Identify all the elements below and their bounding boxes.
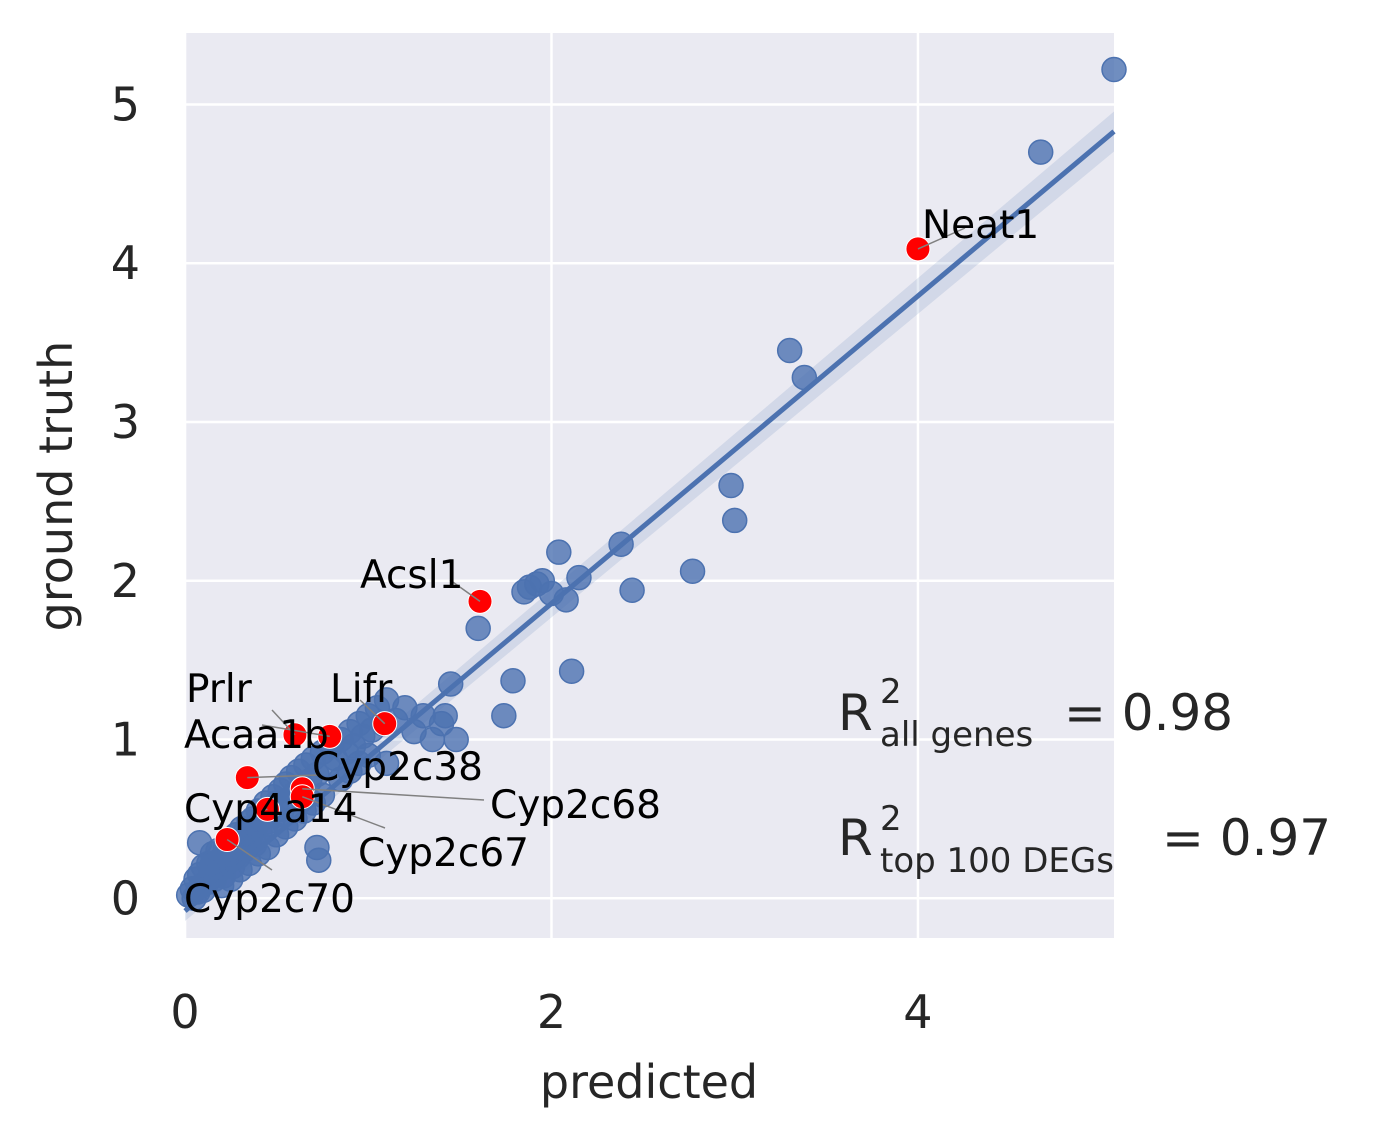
- x-tick-label: 0: [170, 985, 199, 1039]
- data-point: [465, 615, 491, 642]
- svg-text:R: R: [838, 684, 873, 742]
- grid-lines: [183, 33, 1114, 938]
- arrow-prlr: [271, 709, 296, 736]
- data-point: [186, 829, 213, 856]
- r2-all-superscript: 2: [880, 672, 902, 712]
- data-point: [1027, 139, 1054, 165]
- r2-top-superscript: 2: [880, 799, 902, 839]
- x-tick-label: 2: [537, 985, 566, 1039]
- y-tick-label: 3: [111, 395, 140, 449]
- gene-label-acsl1: Acsl1: [360, 553, 463, 598]
- r2-top-degs-annotation: R 2 top 100 DEGs = 0.97: [838, 799, 1331, 881]
- gene-label-arrows: [226, 227, 966, 871]
- y-tick-label: 4: [111, 236, 140, 290]
- data-point: [1101, 56, 1127, 83]
- svg-text:R: R: [838, 809, 873, 867]
- data-point: [721, 507, 748, 534]
- r2-top-prefix: R: [838, 809, 873, 867]
- data-point: [432, 702, 458, 729]
- data-point: [443, 726, 469, 753]
- y-tick-label: 1: [111, 713, 140, 767]
- x-tick-label: 4: [903, 985, 932, 1039]
- gene-label-neat1: Neat1: [922, 203, 1039, 248]
- y-tick-label: 5: [111, 77, 140, 131]
- gene-label-cyp2c70: Cyp2c70: [184, 877, 355, 922]
- data-point: [619, 577, 645, 604]
- gene-labels: Neat1Acsl1LifrPrlrAcaa1bCyp2c38Cyp2c68Cy…: [184, 203, 1039, 922]
- r2-top-value: = 0.97: [1162, 809, 1331, 867]
- arrow-cyp2c70: [226, 838, 273, 871]
- gene-label-lifr: Lifr: [330, 667, 393, 712]
- gene-label-cyp4a14: Cyp4a14: [184, 787, 357, 832]
- gene-label-cyp2c67: Cyp2c67: [358, 831, 529, 876]
- arrow-acsl1: [449, 579, 481, 603]
- data-point: [776, 337, 803, 364]
- r2-all-prefix: R: [838, 684, 873, 742]
- gene-label-cyp2c68: Cyp2c68: [490, 783, 661, 828]
- regression-line: [183, 129, 1116, 913]
- gene-label-acaa1b: Acaa1b: [184, 713, 329, 758]
- data-point: [199, 850, 226, 877]
- data-point: [718, 472, 744, 499]
- gene-label-prlr: Prlr: [186, 667, 253, 712]
- data-point: [558, 658, 585, 685]
- arrow-neat1: [917, 227, 966, 250]
- gene-label-cyp2c38: Cyp2c38: [312, 745, 483, 790]
- arrow-cyp2c38: [247, 774, 319, 779]
- arrow-cyp2c67: [302, 795, 386, 829]
- arrow-cyp2c68: [302, 788, 485, 801]
- y-tick-labels: 0 1 2 3 4 5: [111, 77, 140, 925]
- y-axis-label: ground truth: [29, 341, 83, 632]
- data-point: [679, 558, 706, 584]
- data-point: [491, 702, 517, 729]
- data-point: [500, 668, 526, 694]
- r2-all-subscript: all genes: [880, 715, 1033, 755]
- r2-all-value: = 0.98: [1064, 684, 1233, 742]
- data-point: [306, 847, 332, 873]
- y-tick-label: 0: [111, 871, 140, 925]
- data-point: [546, 539, 572, 565]
- y-tick-label: 2: [111, 554, 140, 608]
- r2-all-genes-annotation: R 2 all genes = 0.98: [838, 672, 1233, 755]
- data-point: [373, 750, 400, 777]
- x-axis-label: predicted: [540, 1055, 758, 1109]
- fit-line: [183, 129, 1116, 913]
- x-tick-labels: 0 2 4: [170, 985, 932, 1039]
- arrow-cyp4a14: [261, 808, 268, 811]
- arrow-acaa1b: [261, 724, 330, 738]
- arrow-lifr: [359, 699, 386, 725]
- r2-top-subscript: top 100 DEGs: [880, 841, 1114, 881]
